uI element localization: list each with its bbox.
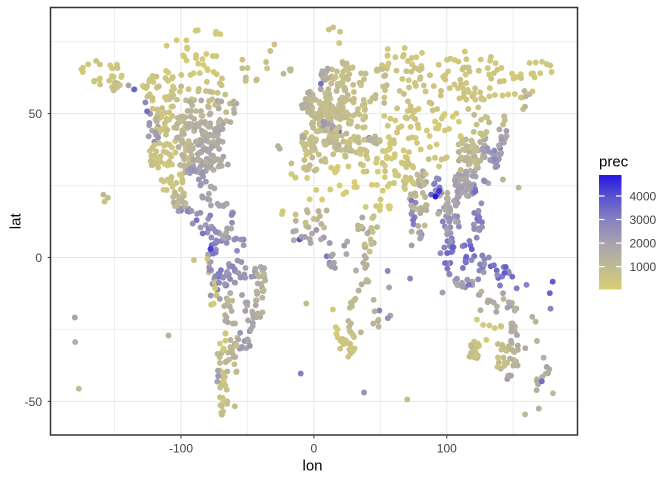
svg-text:100: 100 [437,441,457,455]
svg-text:lat: lat [7,213,24,230]
svg-text:2000: 2000 [630,237,657,251]
svg-text:0: 0 [311,441,318,455]
svg-text:-50: -50 [25,395,43,409]
svg-text:4000: 4000 [630,189,657,203]
svg-text:50: 50 [29,107,43,121]
svg-text:0: 0 [35,251,42,265]
svg-text:prec: prec [599,153,629,170]
svg-text:lon: lon [302,457,322,474]
svg-text:-100: -100 [169,441,193,455]
svg-text:1000: 1000 [630,260,657,274]
svg-text:3000: 3000 [630,213,657,227]
